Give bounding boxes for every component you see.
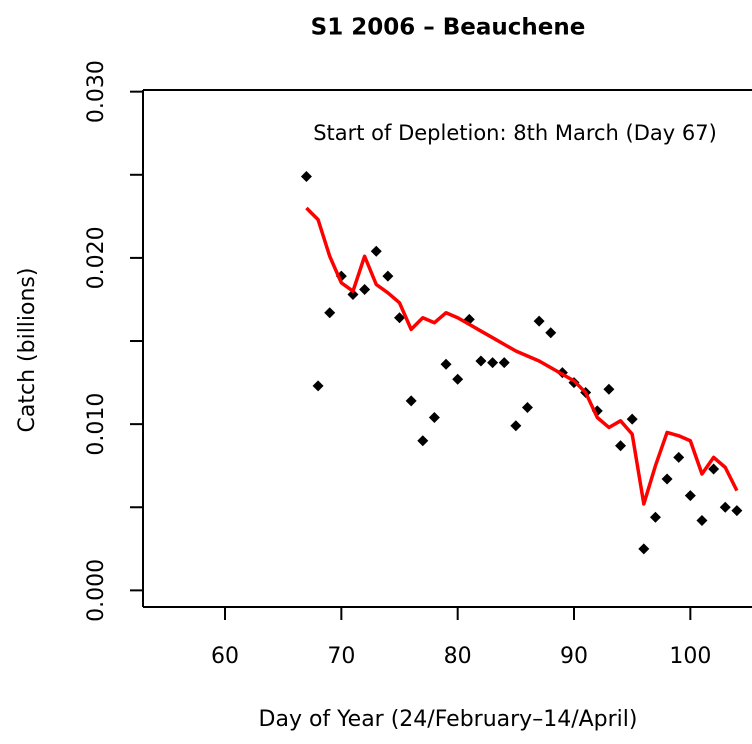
data-point <box>394 312 406 324</box>
data-point <box>498 357 510 369</box>
data-point <box>708 463 720 475</box>
x-tick-label: 60 <box>211 644 239 669</box>
data-point <box>417 435 429 447</box>
data-point <box>382 270 394 282</box>
chart-title: S1 2006 – Beauchene <box>311 15 586 41</box>
data-point <box>649 511 661 523</box>
x-tick-label: 90 <box>560 644 588 669</box>
data-point <box>615 440 627 452</box>
data-point <box>510 420 522 432</box>
data-point <box>719 501 731 513</box>
data-point <box>684 490 696 502</box>
plot-frame <box>142 89 752 608</box>
fitted-line <box>305 206 739 506</box>
annotation: Start of Depletion: 8th March (Day 67) <box>313 121 717 145</box>
data-point <box>428 411 440 423</box>
y-tick-label: 0.020 <box>84 226 109 289</box>
data-point <box>661 473 673 485</box>
data-point <box>696 515 708 527</box>
data-point <box>452 373 464 385</box>
y-axis-label: Catch (billions) <box>15 268 40 433</box>
data-point <box>300 170 312 182</box>
data-point <box>312 380 324 392</box>
x-axis-label: Day of Year (24/February–14/April) <box>259 707 638 732</box>
data-point <box>370 245 382 257</box>
data-point <box>487 357 499 369</box>
y-tick-label: 0.030 <box>84 60 109 123</box>
data-point <box>347 288 359 300</box>
x-tick-label: 70 <box>327 644 355 669</box>
data-point <box>731 505 743 517</box>
data-point <box>324 307 336 319</box>
data-point <box>440 358 452 370</box>
data-point <box>673 451 685 463</box>
x-tick-label: 80 <box>444 644 472 669</box>
data-point <box>405 395 417 407</box>
data-point <box>359 283 371 295</box>
data-point <box>626 413 638 425</box>
y-tick-label: 0.010 <box>84 393 109 456</box>
data-point <box>603 383 615 395</box>
y-tick-label: 0.000 <box>84 559 109 622</box>
data-point <box>638 543 650 555</box>
data-point <box>521 402 533 414</box>
x-tick-label: 100 <box>669 644 711 669</box>
data-point <box>545 327 557 339</box>
data-point <box>533 315 545 327</box>
data-point <box>475 355 487 367</box>
